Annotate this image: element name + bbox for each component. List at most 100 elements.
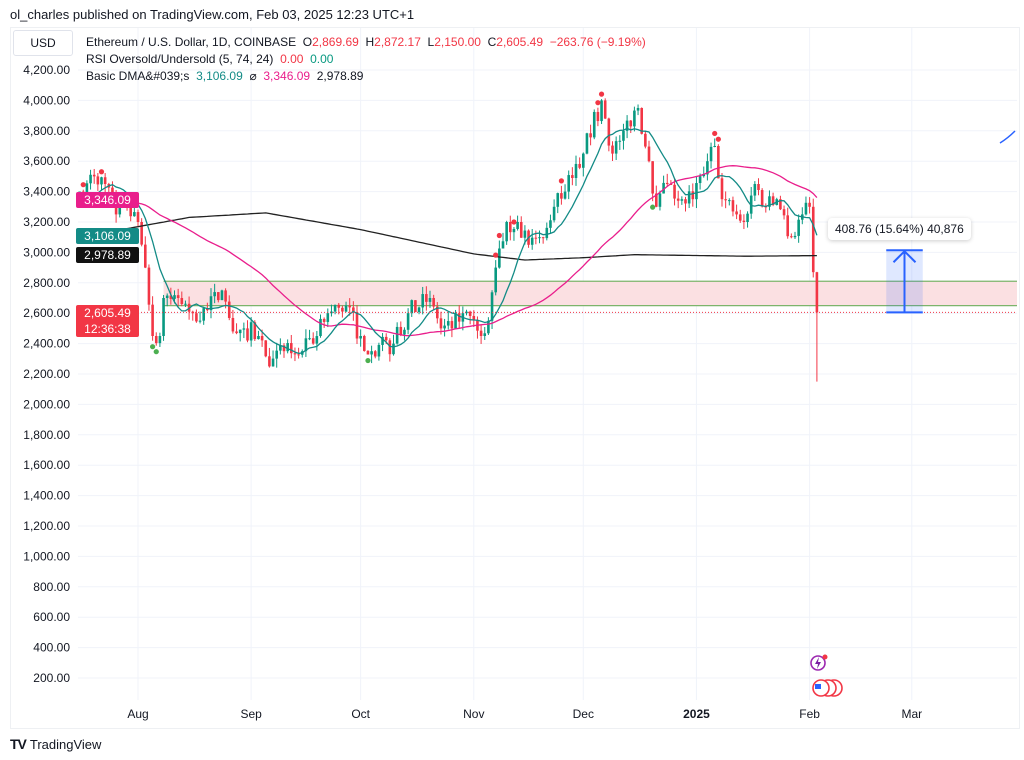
candle-body	[392, 343, 395, 355]
candle-body	[290, 343, 293, 354]
candle-body	[622, 130, 625, 141]
candle-body	[406, 313, 410, 330]
candle-body	[567, 175, 570, 192]
candle-body	[771, 196, 775, 205]
dma-legend[interactable]: Basic DMA&#039;s 3,106.09 ⌀ 3,346.09 2,9…	[86, 69, 364, 83]
candle-body	[282, 345, 286, 352]
candle-body	[162, 298, 165, 336]
candle-body	[746, 213, 749, 222]
candle-body	[512, 228, 516, 233]
y-tick-label: 1,600.00	[23, 458, 70, 472]
candle-body	[519, 222, 523, 238]
candle-body	[760, 190, 764, 207]
candle-body	[552, 206, 556, 221]
oversold-dot	[365, 357, 371, 364]
candle-body	[676, 198, 680, 201]
candle-body	[103, 177, 107, 184]
overbought-dot	[98, 169, 105, 175]
x-tick-label: Feb	[799, 707, 820, 721]
candle-body	[184, 303, 187, 305]
candle-body	[165, 295, 169, 298]
candle-body	[417, 307, 421, 313]
slow-dma-price-tag: 3,346.09	[76, 192, 139, 208]
candle-body	[147, 267, 151, 305]
overbought-dot	[80, 182, 86, 188]
bar-countdown: 12:36:38	[84, 322, 131, 336]
x-tick-label: 2025	[683, 707, 710, 721]
last-price-tag: 2,605.49 12:36:38	[76, 305, 139, 337]
candle-body	[702, 174, 706, 177]
candle-body	[246, 328, 249, 341]
candle-body	[297, 354, 300, 356]
candle-body	[443, 325, 446, 329]
y-tick-label: 4,200.00	[23, 63, 70, 77]
candle-body	[144, 244, 147, 268]
candle-body	[198, 320, 202, 322]
low-value: 2,150.00	[434, 35, 481, 49]
y-tick-label: 2,000.00	[23, 397, 70, 411]
candle-body	[432, 298, 435, 307]
rsi-legend[interactable]: RSI Oversold/Undersold (5, 74, 24) 0.00 …	[86, 52, 334, 66]
candle-body	[202, 308, 205, 321]
candle-body	[680, 199, 684, 201]
candle-body	[268, 356, 271, 367]
candle-body	[377, 344, 381, 357]
y-tick-label: 3,800.00	[23, 124, 70, 138]
candle-body	[454, 313, 457, 329]
y-tick-label: 3,400.00	[23, 185, 70, 199]
notification-dot	[822, 654, 828, 660]
candle-body	[786, 215, 789, 237]
candle-body	[563, 191, 567, 199]
long-dma-line	[79, 212, 817, 261]
candle-body	[487, 320, 490, 334]
candle-body	[322, 318, 326, 322]
candle-body	[556, 193, 560, 207]
candle-body	[231, 317, 235, 332]
oversold-dot	[650, 204, 656, 210]
slow-dma-line	[79, 165, 818, 337]
candle-body	[541, 237, 545, 239]
candle-body	[793, 235, 797, 238]
tv-logo-icon: TV	[10, 736, 27, 752]
candle-body	[698, 176, 702, 184]
candle-body	[92, 174, 96, 177]
y-tick-label: 400.00	[33, 641, 70, 655]
x-tick-label: Mar	[901, 707, 922, 721]
candle-body	[516, 222, 519, 229]
long-dma-price-tag: 2,978.89	[76, 247, 139, 263]
symbol-name: Ethereum / U.S. Dollar, 1D, COINBASE	[86, 35, 297, 49]
candle-body	[808, 202, 811, 207]
measure-arrow-icon	[892, 249, 917, 263]
candle-body	[330, 311, 333, 314]
candle-body	[545, 227, 549, 239]
candle-body	[658, 193, 662, 207]
overbought-dot	[558, 178, 565, 184]
candle-body	[501, 241, 505, 249]
candle-body	[706, 161, 709, 175]
candle-body	[483, 333, 487, 336]
candle-body	[315, 336, 319, 344]
candle-body	[472, 315, 476, 321]
candle-body	[421, 294, 424, 308]
candle-body	[344, 305, 348, 312]
chart-frame	[10, 27, 1020, 729]
candle-body	[195, 313, 198, 322]
candle-body	[735, 211, 738, 215]
candle-body	[629, 120, 633, 127]
candle-body	[655, 193, 658, 207]
candle-body	[742, 220, 746, 222]
candle-body	[709, 146, 713, 162]
candle-body	[439, 318, 443, 329]
candle-body	[275, 350, 278, 359]
fast-dma-price-tag: 3,106.09	[76, 228, 139, 244]
tradingview-logo[interactable]: TV TradingView	[10, 736, 102, 752]
candle-body	[373, 351, 377, 357]
candle-body	[571, 175, 574, 178]
candle-body	[779, 199, 782, 210]
candle-body	[264, 340, 268, 357]
currency-button[interactable]: USD	[13, 30, 73, 56]
close-value: 2,605.49	[496, 35, 544, 49]
candle-body	[468, 311, 472, 316]
lightning-icon	[815, 657, 821, 669]
